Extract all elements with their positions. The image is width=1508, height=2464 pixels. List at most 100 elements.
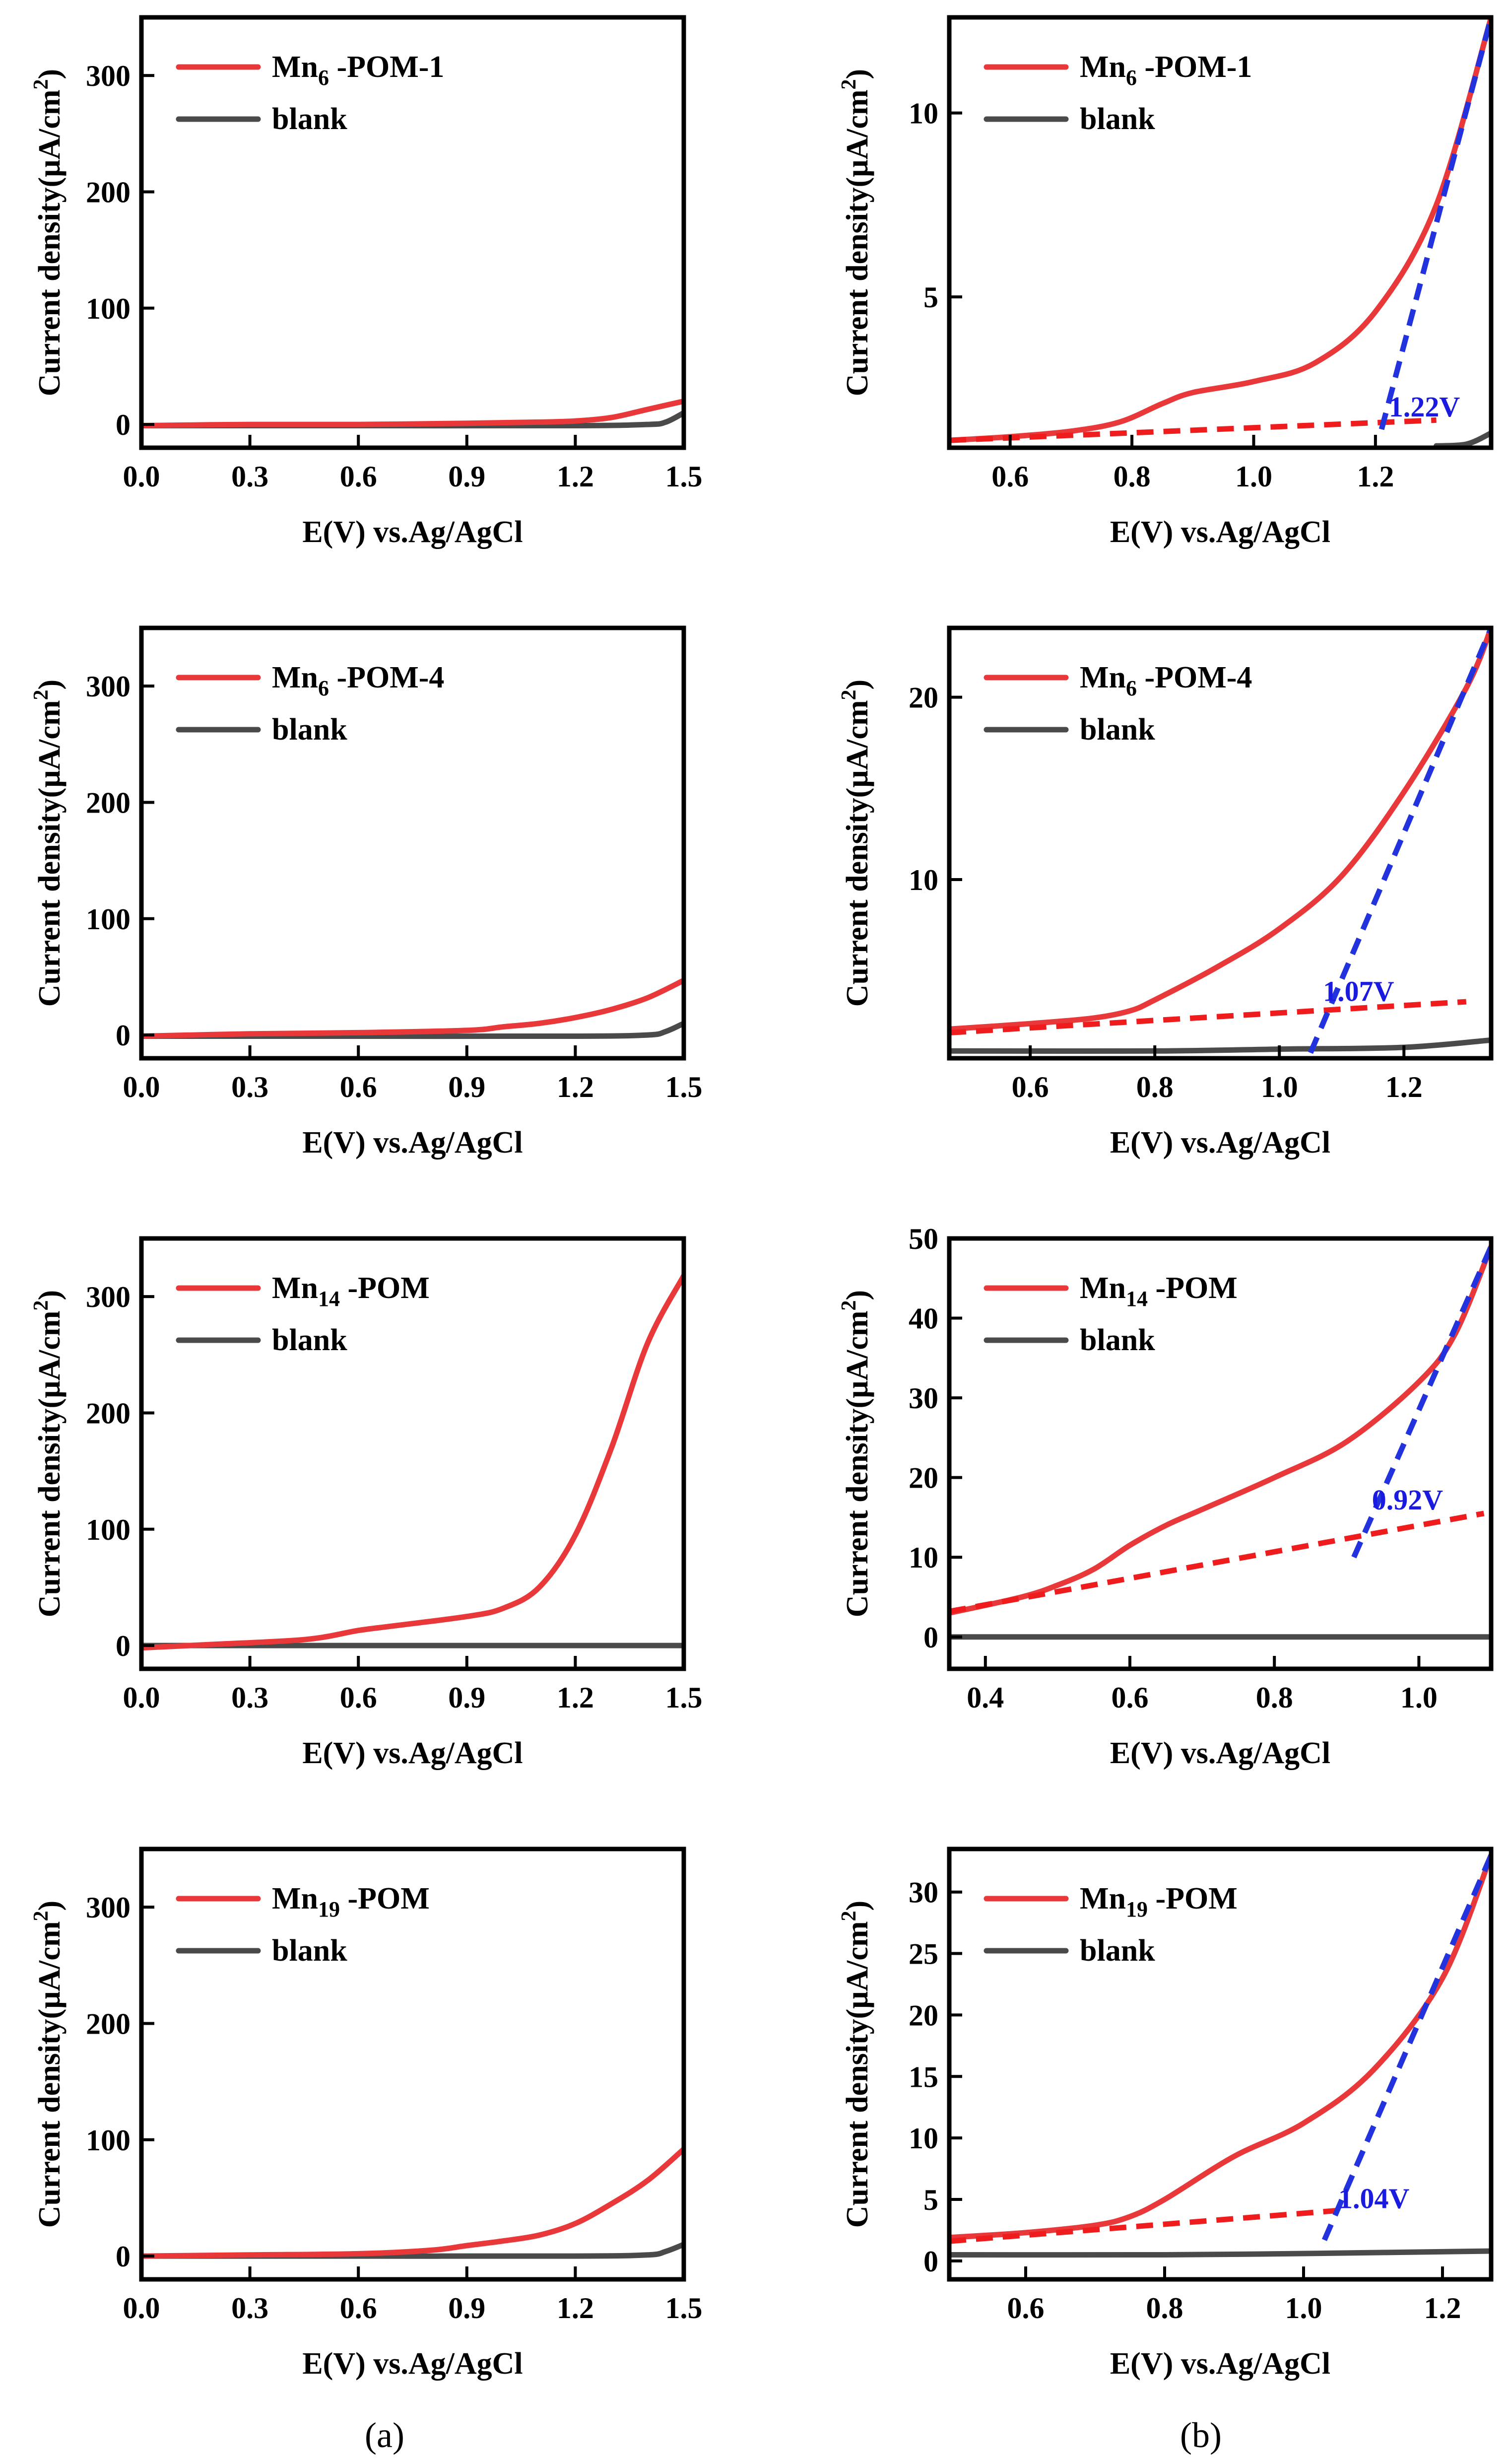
x-tick-label: 0.6 (991, 460, 1029, 493)
legend-sample-suffix: -POM (1148, 1882, 1238, 1916)
x-tick-label: 1.0 (1235, 460, 1272, 493)
sample-curve (141, 977, 684, 1039)
legend-sample-subscript: 6 (1126, 676, 1137, 700)
y-axis-title: Current density(μA/cm2) (838, 680, 874, 1007)
series-group (949, 628, 1491, 1054)
x-tick-label: 0.0 (123, 2292, 160, 2325)
x-tick-label: 0.3 (231, 460, 268, 493)
axis-frame (139, 15, 686, 450)
x-tick-label: 0.6 (340, 1681, 377, 1714)
x-tick-label: 0.0 (123, 460, 160, 493)
y-tick-label: 20 (909, 1462, 938, 1495)
x-axis-title: E(V) vs.Ag/AgCl (1110, 1736, 1330, 1770)
legend-blank-label: blank (272, 102, 347, 136)
y-tick-label: 10 (909, 1541, 938, 1574)
legend-sample-label: Mn6 -POM-4 (272, 661, 444, 700)
x-axis-title: E(V) vs.Ag/AgCl (1110, 1126, 1330, 1160)
y-axis-title-end: ) (841, 1901, 874, 1911)
x-tick-label: 1.2 (1357, 460, 1394, 493)
y-tick-label: 0 (923, 2245, 938, 2278)
x-tick-label: 0.0 (123, 1071, 160, 1103)
axis-frame (947, 15, 1494, 450)
axis-frame (947, 1847, 1494, 2282)
baseline-fit-line (949, 999, 1467, 1036)
y-axis-title: Current density(μA/cm2) (30, 1901, 66, 2228)
x-tick-label: 1.2 (557, 460, 594, 493)
series-group (141, 398, 684, 429)
y-axis-title-main: Current density(μA/cm (33, 89, 66, 396)
sample-curve (141, 1273, 684, 1651)
y-tick-label: 25 (909, 1938, 938, 1971)
legend-blank-label: blank (272, 1934, 347, 1968)
chart-panel-b3: 0.4 0.6 0.8 1.0 0 10 20 30 40 50 E(V) vs.Ag/AgCl Cu… (838, 1223, 1494, 1770)
y-axis-title-main: Current density(μA/cm (33, 1921, 66, 2228)
y-axis-title-superscript: 2 (838, 79, 860, 89)
x-tick-label: 1.2 (1385, 1071, 1423, 1103)
x-tick-label: 0.8 (1114, 460, 1151, 493)
x-tick-label: 1.2 (1424, 2292, 1461, 2325)
y-tick-label: 200 (86, 786, 131, 819)
series-group (949, 1852, 1491, 2258)
legend-sample-subscript: 14 (318, 1287, 340, 1311)
blank-curve (949, 2248, 1491, 2258)
y-axis-title-superscript: 2 (838, 1911, 860, 1921)
sample-curve (949, 1243, 1491, 1616)
legend-sample-main: Mn (1080, 661, 1126, 694)
y-tick-label: 0 (116, 409, 131, 441)
onset-potential-label: 0.92V (1372, 1484, 1443, 1516)
chart-panel-a4: 0.0 0.3 0.6 0.9 1.2 1.5 0 100 200 300 E(V) vs.Ag/A… (30, 1847, 703, 2381)
y-tick-label: 100 (86, 2124, 131, 2157)
y-axis-title-superscript: 2 (30, 79, 53, 89)
x-tick-label: 1.5 (665, 1071, 703, 1103)
y-tick-label: 300 (86, 1281, 131, 1313)
series-group (141, 1273, 684, 1651)
x-tick-label: 0.8 (1146, 2292, 1183, 2325)
y-axis-title: Current density(μA/cm2) (30, 680, 66, 1007)
x-tick-label: 1.2 (557, 1071, 594, 1103)
legend-sample-subscript: 6 (318, 676, 329, 700)
legend-blank-label: blank (1080, 1323, 1155, 1357)
x-axis-title: E(V) vs.Ag/AgCl (302, 1126, 523, 1160)
axis-frame (139, 1236, 686, 1671)
y-axis-title-main: Current density(μA/cm (841, 700, 874, 1007)
legend-sample-main: Mn (272, 50, 318, 84)
legend-sample-subscript: 19 (318, 1897, 340, 1921)
legend-sample-subscript: 19 (1126, 1897, 1148, 1921)
legend-sample-suffix: -POM-1 (329, 50, 444, 84)
x-tick-label: 0.4 (967, 1681, 1004, 1714)
x-axis-title: E(V) vs.Ag/AgCl (302, 2347, 523, 2381)
y-axis-title-end: ) (841, 69, 874, 79)
chart-panel-b2: 0.6 0.8 1.0 1.2 10 20 E(V) vs.Ag/AgCl Current d… (838, 625, 1494, 1160)
onset-potential-label: 1.07V (1323, 975, 1394, 1007)
x-tick-label: 1.0 (1400, 1681, 1438, 1714)
tangent-fit-line (1378, 17, 1491, 430)
legend-sample-subscript: 6 (1126, 66, 1137, 90)
axis-frame (139, 625, 686, 1061)
legend-sample-suffix: -POM (340, 1271, 430, 1305)
y-axis-title: Current density(μA/cm2) (838, 1901, 874, 2228)
x-tick-label: 0.3 (231, 2292, 268, 2325)
x-tick-label: 1.0 (1261, 1071, 1298, 1103)
y-tick-label: 30 (909, 1382, 938, 1415)
y-tick-label: 200 (86, 1397, 131, 1430)
chart-panel-b1: 0.6 0.8 1.0 1.2 5 10 E(V) vs.Ag/AgCl Current de… (838, 15, 1494, 549)
y-axis-title: Current density(μA/cm2) (30, 1290, 66, 1617)
y-axis-title-superscript: 2 (838, 689, 860, 700)
y-axis-title-main: Current density(μA/cm (841, 89, 874, 396)
y-tick-label: 10 (909, 2122, 938, 2155)
sample-curve (141, 398, 684, 428)
x-tick-label: 1.5 (665, 1681, 703, 1714)
y-tick-label: 0 (923, 1621, 938, 1654)
legend-sample-label: Mn6 -POM-4 (1080, 661, 1252, 700)
y-tick-label: 40 (909, 1302, 938, 1335)
y-axis-title: Current density(μA/cm2) (838, 1290, 874, 1617)
y-axis-title-end: ) (33, 680, 66, 690)
x-axis-title: E(V) vs.Ag/AgCl (1110, 515, 1330, 549)
x-axis-title: E(V) vs.Ag/AgCl (302, 1736, 523, 1770)
y-tick-label: 20 (909, 682, 938, 714)
y-tick-label: 50 (909, 1223, 938, 1255)
axis-frame (947, 1236, 1494, 1671)
y-axis-title-main: Current density(μA/cm (33, 1310, 66, 1617)
